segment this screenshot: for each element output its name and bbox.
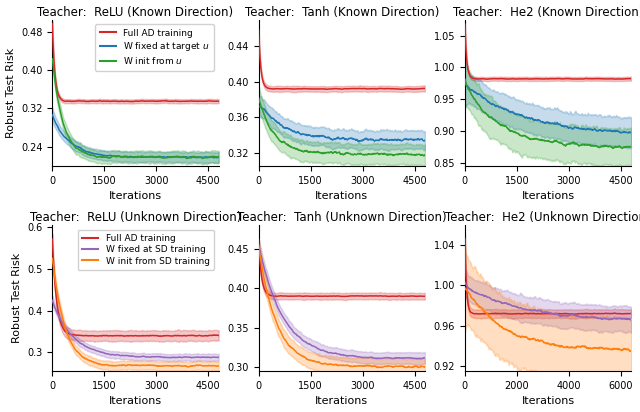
X-axis label: Iterations: Iterations [109,191,162,201]
X-axis label: Iterations: Iterations [316,191,369,201]
Title: Teacher:  He2 (Known Direction): Teacher: He2 (Known Direction) [453,5,640,19]
X-axis label: Iterations: Iterations [522,191,575,201]
Title: Teacher:  ReLU (Unknown Direction): Teacher: ReLU (Unknown Direction) [30,211,241,224]
X-axis label: Iterations: Iterations [109,396,162,407]
Y-axis label: Robust Test Risk: Robust Test Risk [12,253,22,343]
X-axis label: Iterations: Iterations [316,396,369,407]
Title: Teacher:  He2 (Unknown Direction): Teacher: He2 (Unknown Direction) [445,211,640,224]
Title: Teacher:  Tanh (Known Direction): Teacher: Tanh (Known Direction) [244,5,439,19]
X-axis label: Iterations: Iterations [522,396,575,407]
Y-axis label: Robust Test Risk: Robust Test Risk [6,48,15,138]
Legend: Full AD training, W fixed at target $u$, W init from $u$: Full AD training, W fixed at target $u$,… [95,24,214,71]
Title: Teacher:  Tanh (Unknown Direction): Teacher: Tanh (Unknown Direction) [237,211,447,224]
Legend: Full AD training, W fixed at SD training, W init from SD training: Full AD training, W fixed at SD training… [77,229,214,270]
Title: Teacher:  ReLU (Known Direction): Teacher: ReLU (Known Direction) [37,5,234,19]
